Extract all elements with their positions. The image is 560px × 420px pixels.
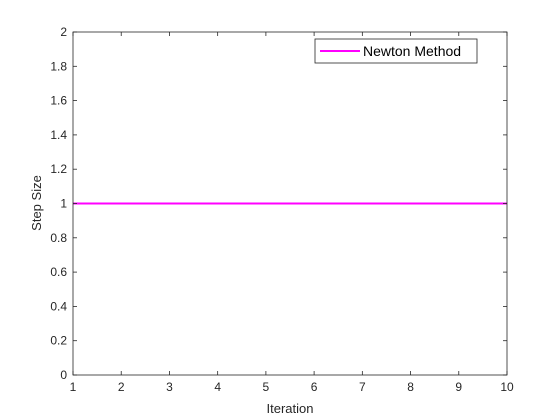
y-tick-label: 1 [60, 197, 67, 211]
x-tick-label: 9 [455, 380, 462, 394]
x-tick-label: 3 [166, 380, 173, 394]
x-tick-label: 8 [407, 380, 414, 394]
y-tick-label: 1.6 [50, 94, 67, 108]
y-tick-label: 1.2 [50, 162, 67, 176]
x-axis-label: Iteration [267, 401, 314, 416]
y-tick-label: 0 [60, 368, 67, 382]
y-tick-label: 0.4 [50, 299, 67, 313]
ticks-layer: 1 2 3 4 5 6 7 8 9 10 0 0.2 0.4 0.6 0.8 1 1.2 1.4 1.6 1.8 2 [50, 25, 514, 394]
legend: Newton Method [314, 38, 478, 64]
x-tick-label: 7 [359, 380, 366, 394]
legend-label-newton-method: Newton Method [363, 43, 461, 59]
x-tick-label: 5 [263, 380, 270, 394]
x-tick-label: 4 [214, 380, 221, 394]
x-tick-label: 1 [70, 380, 77, 394]
y-tick-label: 0.8 [50, 231, 67, 245]
y-tick-label: 0.6 [50, 265, 67, 279]
x-tick-label: 10 [500, 380, 514, 394]
x-tick-label: 2 [118, 380, 125, 394]
y-tick-label: 2 [60, 25, 67, 39]
x-tick-label: 6 [311, 380, 318, 394]
y-tick-label: 1.8 [50, 59, 67, 73]
y-tick-label: 1.4 [50, 128, 67, 142]
y-tick-label: 0.2 [50, 334, 67, 348]
y-axis-label: Step Size [29, 175, 44, 231]
